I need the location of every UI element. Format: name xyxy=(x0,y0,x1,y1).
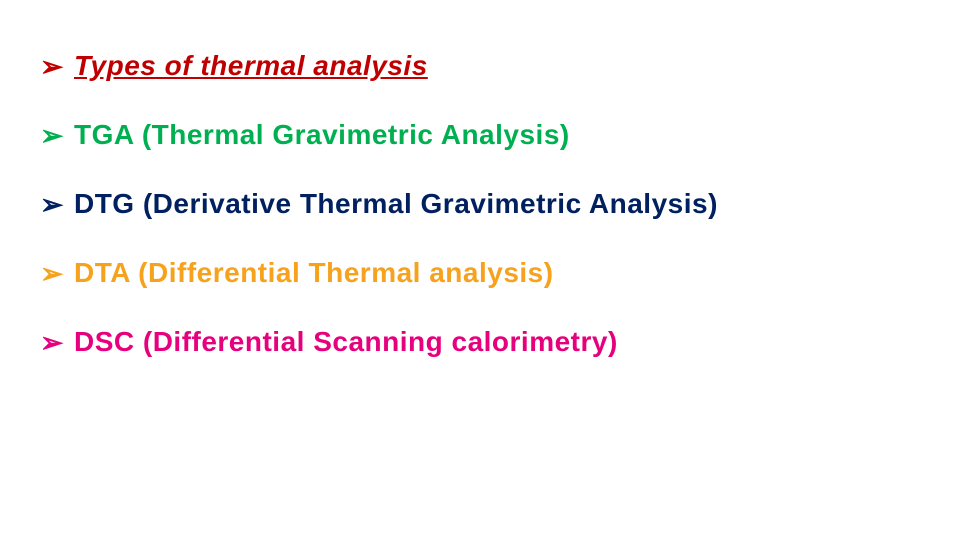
item-text: TGA (Thermal Gravimetric Analysis) xyxy=(74,119,570,151)
list-item: ➢ DTG (Derivative Thermal Gravimetric An… xyxy=(40,188,920,221)
item-text: DTG (Derivative Thermal Gravimetric Anal… xyxy=(74,188,718,220)
bullet-icon: ➢ xyxy=(40,119,64,152)
list-item-title: ➢ Types of thermal analysis xyxy=(40,50,920,83)
title-text: Types of thermal analysis xyxy=(74,50,428,82)
bullet-icon: ➢ xyxy=(40,326,64,359)
item-text: DTA (Differential Thermal analysis) xyxy=(74,257,554,289)
list-item: ➢ DSC (Differential Scanning calorimetry… xyxy=(40,326,920,359)
slide-container: ➢ Types of thermal analysis ➢ TGA (Therm… xyxy=(0,0,960,359)
bullet-icon: ➢ xyxy=(40,188,64,221)
bullet-icon: ➢ xyxy=(40,257,64,290)
list-item: ➢ DTA (Differential Thermal analysis) xyxy=(40,257,920,290)
bullet-icon: ➢ xyxy=(40,50,64,83)
item-text: DSC (Differential Scanning calorimetry) xyxy=(74,326,618,358)
list-item: ➢ TGA (Thermal Gravimetric Analysis) xyxy=(40,119,920,152)
